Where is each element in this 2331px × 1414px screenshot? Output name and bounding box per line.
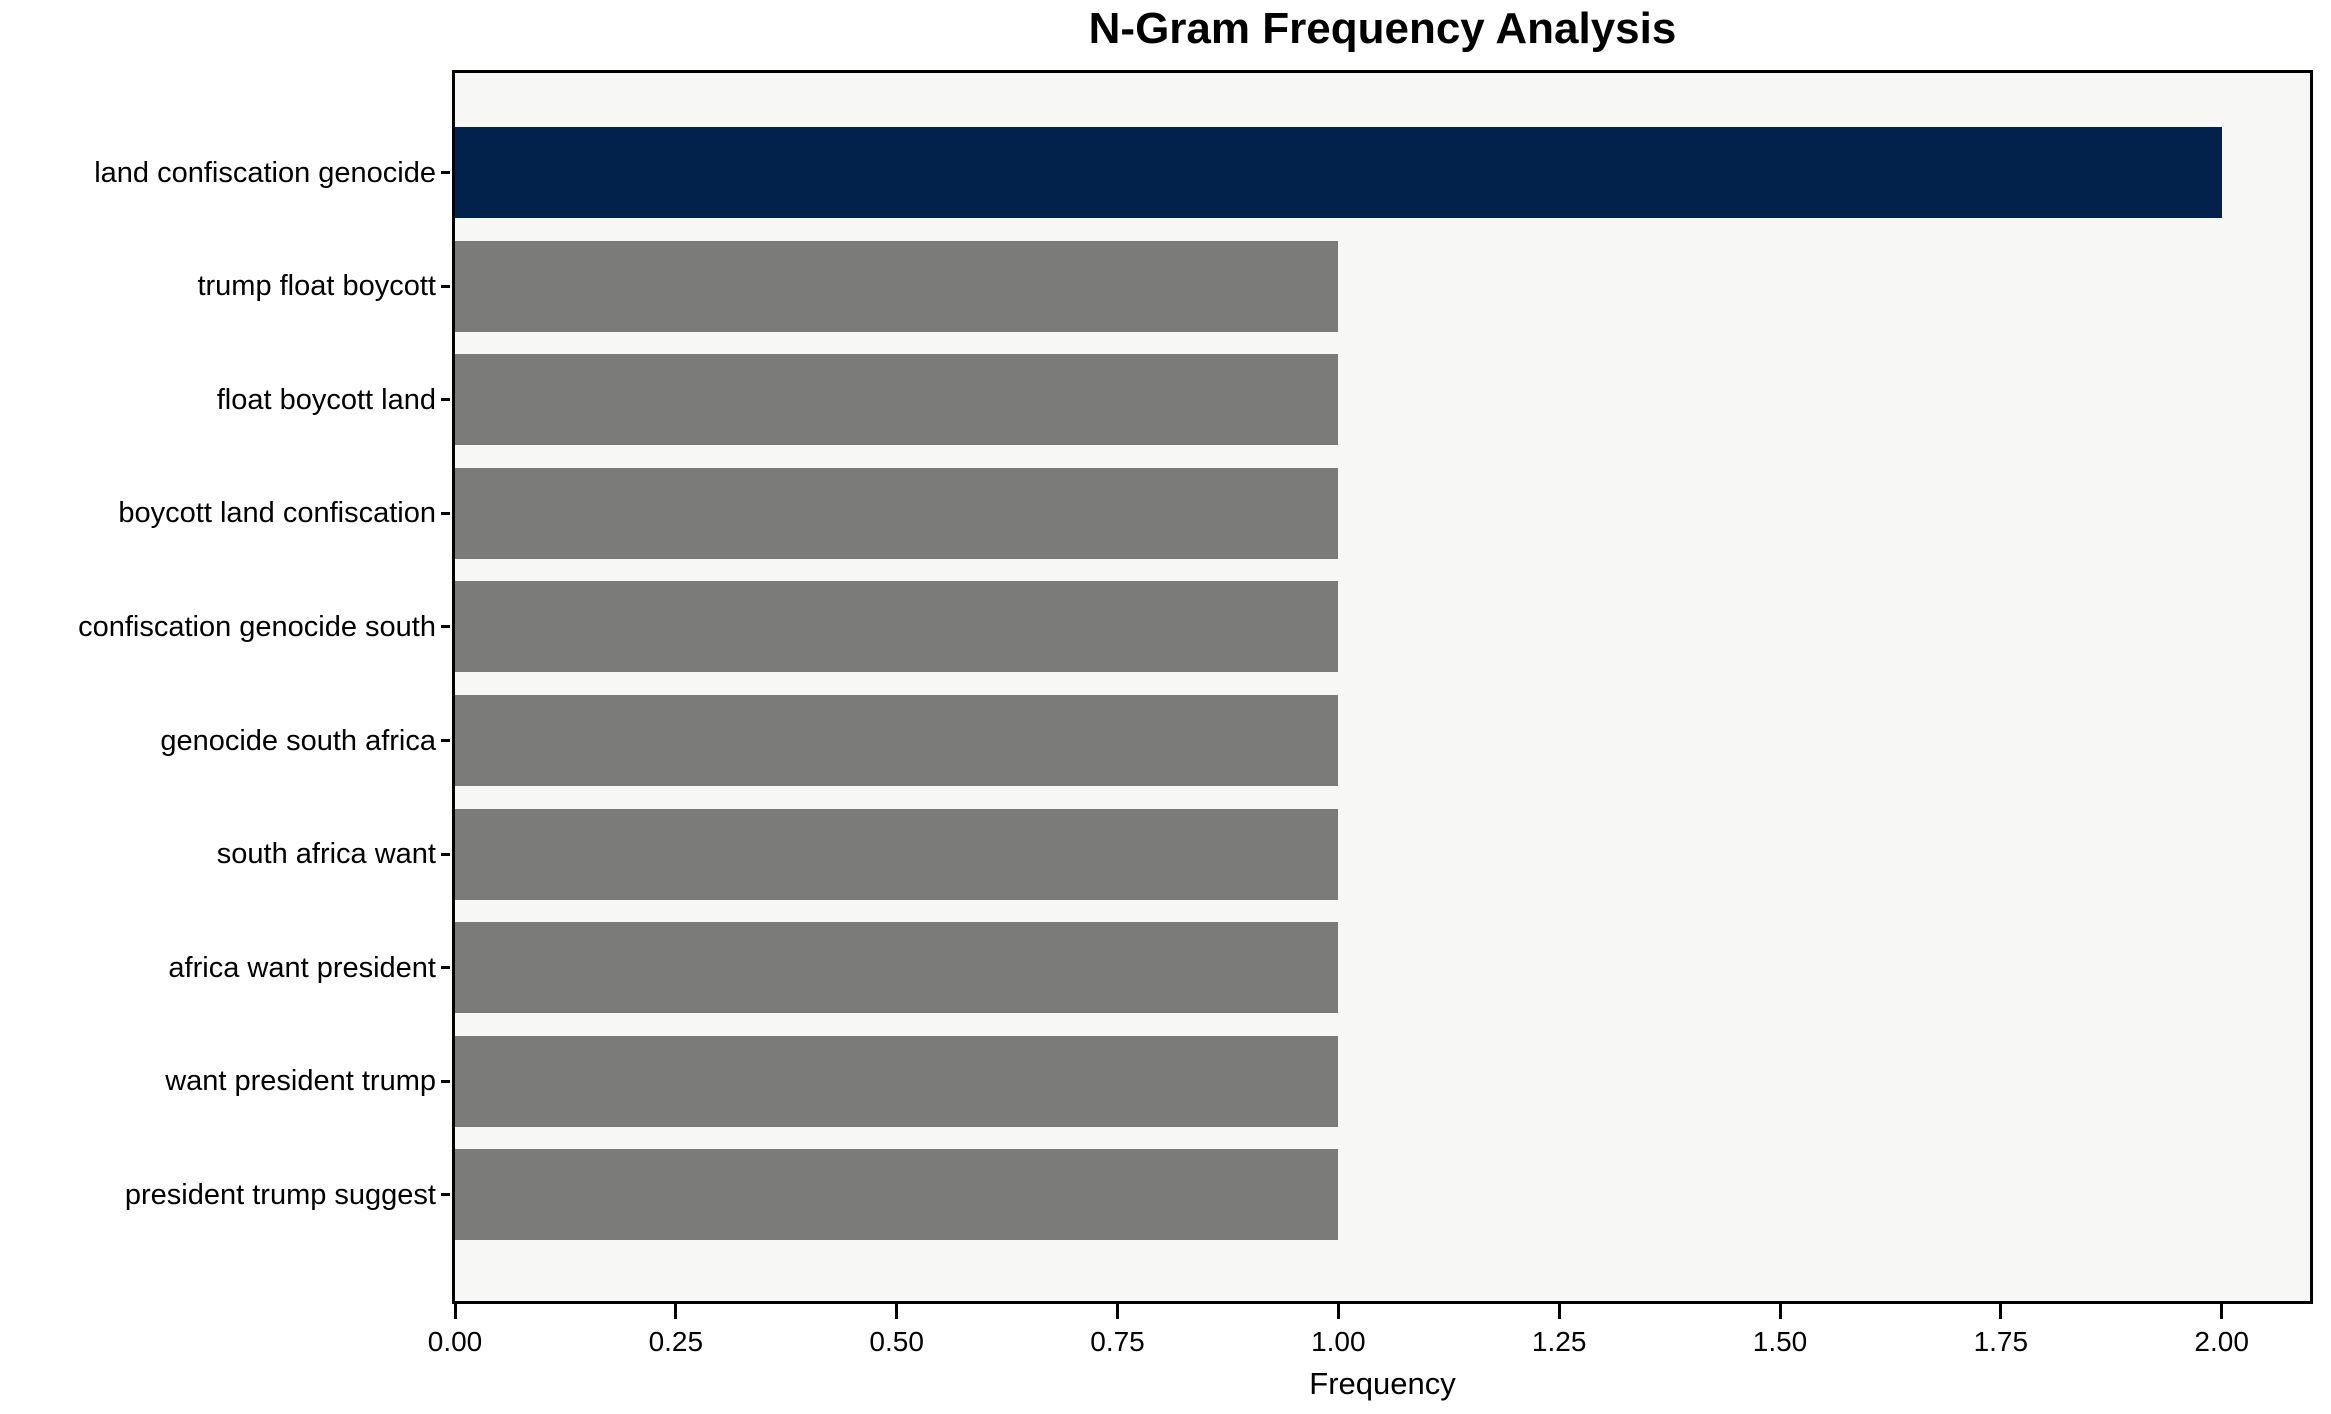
- y-tick-label: land confiscation genocide: [94, 156, 436, 189]
- bar: [455, 581, 1339, 673]
- y-tick-label: south africa want: [216, 838, 436, 871]
- y-tick: [441, 511, 450, 515]
- y-tick-label: want president trump: [165, 1065, 436, 1098]
- y-tick: [441, 966, 450, 970]
- y-tick-label: float boycott land: [216, 383, 436, 416]
- x-tick-label: 1.00: [1311, 1326, 1366, 1357]
- bar: [455, 808, 1339, 900]
- x-tick-label: 0.75: [1090, 1326, 1145, 1357]
- x-tick: [895, 1304, 899, 1319]
- y-tick: [441, 1079, 450, 1083]
- x-tick: [1778, 1304, 1782, 1319]
- x-tick-label: 1.75: [1973, 1326, 2029, 1357]
- x-tick: [2220, 1304, 2224, 1319]
- y-tick: [441, 852, 450, 856]
- x-tick-label: 1.50: [1752, 1326, 1808, 1357]
- bar: [455, 695, 1339, 786]
- bar: [455, 467, 1339, 559]
- plot-area: [452, 70, 2313, 1304]
- x-tick: [1116, 1304, 1119, 1319]
- y-tick: [441, 1193, 450, 1197]
- y-tick-label: trump float boycott: [197, 270, 436, 303]
- y-tick: [441, 171, 450, 174]
- chart-title: N-Gram Frequency Analysis: [1088, 4, 1677, 53]
- y-tick: [441, 625, 450, 629]
- y-tick-label: genocide south africa: [160, 724, 436, 757]
- x-tick-label: 2.00: [2194, 1326, 2249, 1357]
- y-tick: [441, 739, 450, 742]
- y-tick: [441, 284, 450, 288]
- x-tick: [674, 1304, 678, 1319]
- x-tick-label: 0.00: [427, 1326, 483, 1357]
- y-tick-label: confiscation genocide south: [78, 610, 436, 643]
- bar: [455, 354, 1339, 446]
- x-tick: [1336, 1304, 1340, 1319]
- x-tick-label: 0.50: [869, 1326, 924, 1357]
- bar: [455, 1035, 1339, 1127]
- bar: [455, 1149, 1339, 1241]
- y-tick: [441, 398, 450, 402]
- x-tick: [1999, 1304, 2003, 1319]
- x-tick-label: 0.25: [648, 1326, 704, 1357]
- x-axis-label: Frequency: [1309, 1366, 1456, 1401]
- x-tick-label: 1.25: [1531, 1326, 1587, 1357]
- bar: [455, 922, 1339, 1014]
- bars-container: [455, 73, 2310, 1301]
- y-tick-label: africa want president: [168, 951, 436, 984]
- y-tick-label: president trump suggest: [124, 1178, 436, 1211]
- bar: [455, 127, 2222, 218]
- x-tick: [1557, 1304, 1561, 1319]
- y-tick-label: boycott land confiscation: [118, 497, 436, 530]
- x-tick: [453, 1304, 457, 1319]
- bar: [455, 240, 1339, 332]
